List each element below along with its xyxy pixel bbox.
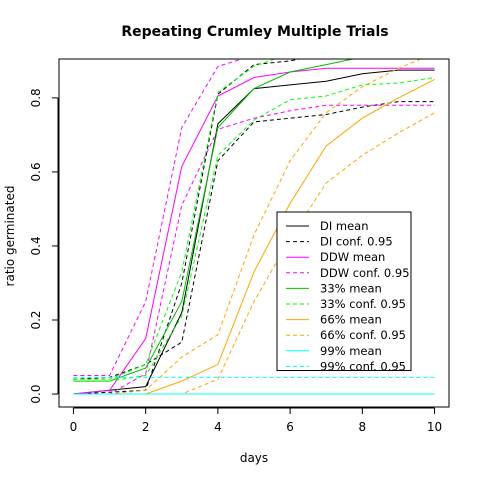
legend-label-5: 33% conf. 0.95 xyxy=(320,297,406,311)
x-tick-label-0: 0 xyxy=(70,420,78,434)
legend-label-1: DI conf. 0.95 xyxy=(320,235,393,249)
series-line-3 xyxy=(73,67,435,395)
x-axis-label: days xyxy=(240,451,268,465)
legend-label-8: 99% mean xyxy=(320,344,382,358)
chart-title: Repeating Crumley Multiple Trials xyxy=(121,24,388,40)
y-tick-label-1: 0.2 xyxy=(29,310,43,329)
y-tick-label-0: 0.0 xyxy=(29,384,43,403)
y-axis: 0.0 0.2 0.4 0.6 0.8 xyxy=(29,88,59,404)
legend-label-4: 33% mean xyxy=(320,281,382,295)
x-tick-label-3: 6 xyxy=(286,420,294,434)
legend-label-9: 99% conf. 0.95 xyxy=(320,359,406,373)
legend-label-6: 66% mean xyxy=(320,313,382,327)
series-line-8 xyxy=(73,77,435,382)
y-tick-label-3: 0.6 xyxy=(29,162,43,181)
plot-frame xyxy=(58,58,450,408)
legend-label-7: 66% conf. 0.95 xyxy=(320,328,406,342)
x-tick-label-1: 2 xyxy=(142,420,150,434)
series-line-5 xyxy=(73,104,435,395)
legend-label-0: DI mean xyxy=(320,219,369,233)
series-line-4 xyxy=(73,59,244,376)
series-layer xyxy=(73,59,435,395)
x-tick-label-4: 8 xyxy=(359,420,367,434)
x-tick-label-2: 4 xyxy=(214,420,222,434)
legend-box xyxy=(276,211,412,371)
series-line-7 xyxy=(73,59,277,380)
series-line-10 xyxy=(73,59,423,395)
x-tick-label-5: 10 xyxy=(427,420,442,434)
x-axis: 0 2 4 6 8 10 xyxy=(70,407,442,434)
y-tick-label-4: 0.8 xyxy=(29,88,43,107)
series-line-11 xyxy=(73,112,435,395)
legend-label-3: DDW conf. 0.95 xyxy=(320,266,410,280)
series-line-6 xyxy=(73,59,356,382)
y-axis-label: ratio germinated xyxy=(3,186,17,287)
y-tick-label-2: 0.4 xyxy=(29,236,43,255)
legend-label-2: DDW mean xyxy=(320,250,385,264)
